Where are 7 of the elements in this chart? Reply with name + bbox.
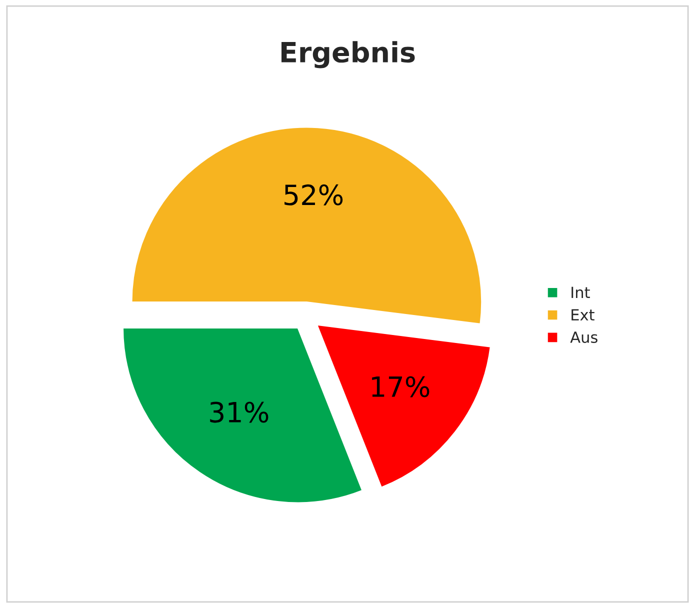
data-label: 52% [284,184,343,206]
data-label: 31% [210,402,268,423]
chart-title: Ergebnis [281,41,415,68]
legend-label: Int [572,286,590,298]
legend-label: Aus [570,332,598,344]
legend-label: Ext [572,309,594,320]
data-label: 17% [372,376,430,398]
